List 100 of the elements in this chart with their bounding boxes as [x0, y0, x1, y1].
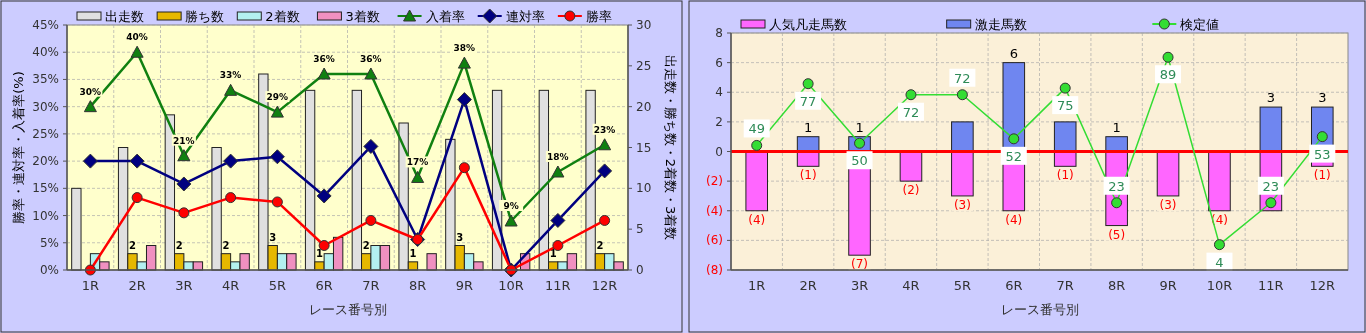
- data-label: (4): [748, 212, 766, 227]
- y-axis-title: 勝率・連対率・入着率(%): [11, 71, 26, 224]
- data-label: 4: [1215, 254, 1224, 270]
- x-tick-label: 8R: [1107, 278, 1126, 293]
- data-label: 2: [596, 239, 604, 251]
- data-label: 1: [803, 119, 813, 135]
- x-tick-label: 10R: [1206, 278, 1233, 293]
- data-label: 3: [1266, 90, 1276, 106]
- x-tick-label: 9R: [455, 278, 474, 293]
- data-label: 17%: [406, 157, 429, 168]
- y-tick-label: 0: [715, 144, 723, 159]
- legend-label: 3着数: [345, 9, 380, 24]
- y-tick-label: 2: [715, 114, 723, 129]
- data-label: 18%: [547, 152, 569, 162]
- x-tick-label: 3R: [175, 278, 193, 293]
- x-tick-label: 1R: [748, 278, 766, 293]
- legend-label: 勝ち数: [185, 9, 225, 24]
- y-tick-label: 35%: [32, 72, 59, 87]
- x-tick-label: 8R: [408, 278, 427, 293]
- data-label: 23: [1108, 178, 1125, 194]
- data-label: 29%: [266, 92, 289, 103]
- data-label: (1): [1056, 168, 1074, 183]
- data-label: 1: [855, 119, 864, 135]
- x-tick-label: 6R: [315, 278, 333, 293]
- x-tick-label: 10R: [498, 278, 524, 293]
- y-tick-label: 20%: [32, 154, 59, 169]
- x-tick-label: 4R: [221, 278, 240, 293]
- data-label: 1: [1112, 119, 1121, 135]
- data-label: 36%: [360, 54, 382, 64]
- x-tick-label: 7R: [1056, 278, 1074, 293]
- y-tick-label: 6: [715, 55, 723, 70]
- data-label: 40%: [126, 32, 148, 43]
- y2-tick-label: 20: [636, 99, 652, 114]
- data-label: 23: [1262, 178, 1280, 194]
- y-tick-label: 25%: [32, 126, 59, 141]
- y-tick-label: 10%: [32, 208, 59, 223]
- data-label: 72: [954, 70, 971, 86]
- y2-tick-label: 25: [636, 58, 652, 73]
- legend-label: 2着数: [265, 9, 300, 24]
- x-axis-title: レース番号別: [1000, 302, 1079, 317]
- data-label: (5): [1108, 227, 1126, 242]
- x-tick-label: 11R: [545, 278, 571, 293]
- legend-label: 連対率: [505, 9, 545, 24]
- data-label: 2: [175, 239, 183, 251]
- x-tick-label: 2R: [799, 278, 817, 293]
- data-label: (7): [851, 257, 869, 272]
- x-tick-label: 7R: [362, 278, 380, 293]
- x-tick-label: 5R: [953, 278, 972, 293]
- data-label: 3: [1318, 90, 1327, 106]
- y2-tick-label: 5: [636, 222, 644, 237]
- y-tick-label: (8): [706, 263, 723, 277]
- data-label: (1): [1313, 168, 1331, 183]
- legend-label: 人気凡走馬数: [769, 17, 847, 32]
- data-label: 36%: [313, 54, 335, 64]
- x-tick-label: 12R: [591, 278, 618, 293]
- y-tick-label: 30%: [32, 99, 59, 114]
- data-label: (3): [953, 197, 971, 212]
- y-tick-label: 15%: [32, 181, 59, 196]
- x-tick-label: 4R: [902, 278, 920, 293]
- y-tick-label: 5%: [39, 235, 59, 250]
- data-label: 30%: [79, 86, 102, 97]
- data-label: 3: [269, 231, 277, 243]
- x-tick-label: 1R: [81, 278, 100, 293]
- y2-tick-label: 10: [636, 181, 652, 196]
- x-tick-label: 3R: [850, 278, 869, 293]
- legend-label: 検定値: [1180, 17, 1220, 32]
- data-label: 50: [851, 153, 868, 169]
- x-axis-title: レース番号別: [308, 302, 387, 317]
- data-label: 38%: [453, 43, 476, 54]
- legend-label: 出走数: [105, 9, 144, 24]
- data-label: 49: [748, 121, 765, 137]
- data-label: (4): [1005, 212, 1023, 227]
- y-tick-label: (6): [706, 233, 723, 248]
- data-label: (3): [1159, 197, 1177, 212]
- data-label: 77: [799, 93, 817, 109]
- legend-label: 勝率: [585, 9, 612, 24]
- data-label: 89: [1159, 67, 1177, 83]
- x-tick-label: 2R: [128, 278, 146, 293]
- x-tick-label: 5R: [268, 278, 287, 293]
- data-label: 9%: [503, 201, 519, 211]
- data-label: 2: [128, 239, 136, 251]
- data-label: 2: [222, 239, 230, 251]
- x-tick-label: 11R: [1258, 278, 1284, 293]
- y-tick-label: 8: [715, 26, 723, 40]
- data-label: 2: [362, 239, 370, 251]
- data-label: 33%: [219, 70, 242, 81]
- data-label: 23%: [593, 124, 616, 135]
- x-tick-label: 12R: [1309, 278, 1336, 293]
- data-label: 1: [315, 247, 323, 259]
- data-label: 72: [902, 104, 920, 120]
- y-tick-label: (4): [706, 203, 723, 218]
- data-label: 6: [1009, 45, 1018, 61]
- y-tick-label: 0%: [39, 263, 59, 277]
- x-tick-label: 6R: [1005, 278, 1023, 293]
- y2-tick-label: 0: [636, 263, 644, 277]
- data-label: 75: [1056, 98, 1074, 114]
- data-label: (2): [902, 183, 920, 198]
- data-label: 21%: [173, 135, 195, 146]
- y-tick-label: 45%: [32, 18, 59, 32]
- legend-label: 激走馬数: [974, 17, 1027, 32]
